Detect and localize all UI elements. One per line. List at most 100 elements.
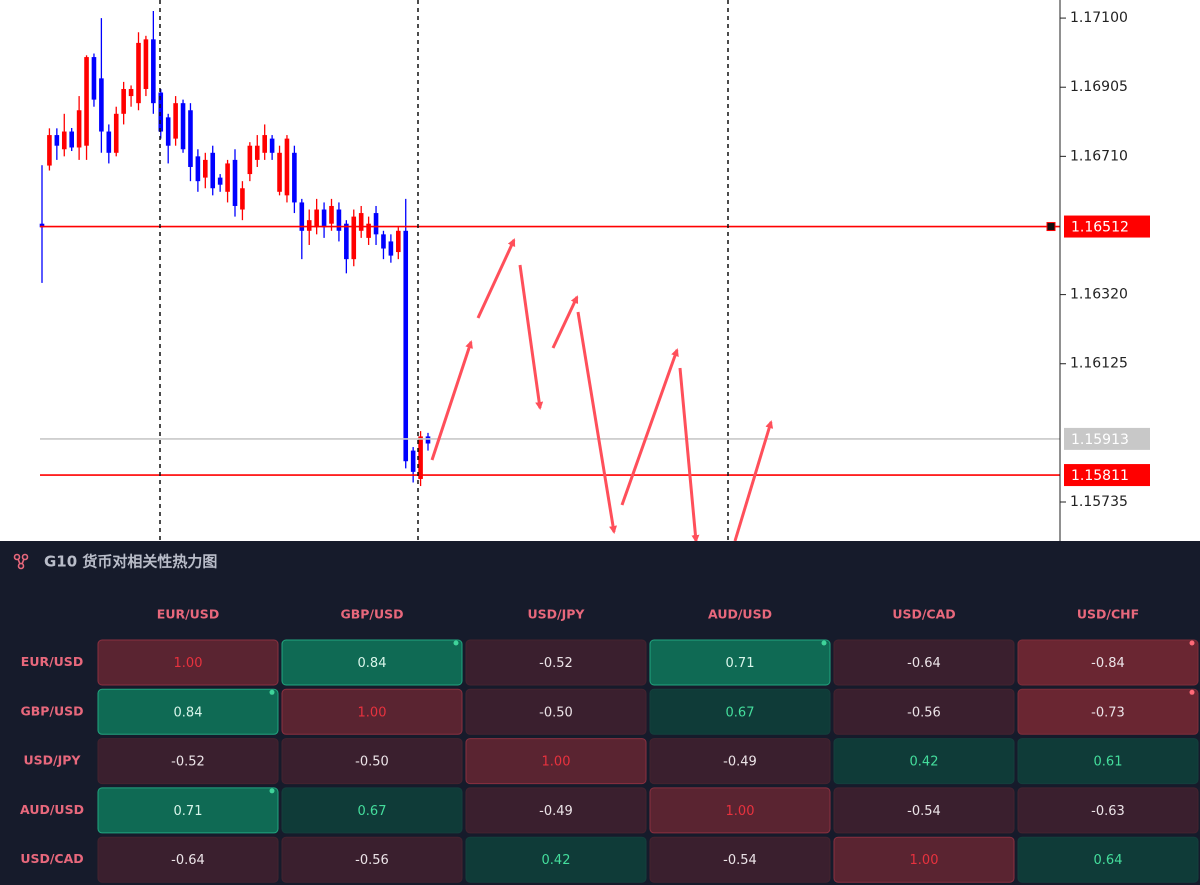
candle-body: [210, 152, 216, 189]
heatmap-cell: [281, 787, 463, 834]
heatmap-value: -0.52: [539, 656, 573, 671]
candle-body: [188, 110, 193, 167]
forecast-arrows: [430, 238, 774, 543]
heatmap-value: 1.00: [542, 755, 571, 770]
heatmap-value: -0.63: [1091, 804, 1125, 819]
heatmap-cell: [281, 836, 463, 883]
price-chart: [39, 10, 1060, 487]
candle-body: [151, 39, 156, 104]
candle-body: [262, 135, 267, 153]
candle-body: [106, 131, 112, 153]
heatmap-value: -0.56: [355, 853, 389, 868]
heatmap-value: 1.00: [910, 853, 939, 868]
candle-body: [358, 213, 364, 231]
candle-body: [173, 103, 178, 139]
heatmap-cell: [1017, 738, 1199, 785]
column-header: USD/JPY: [528, 607, 586, 622]
candle-body: [61, 131, 67, 150]
chart-background: [0, 0, 1200, 541]
price-marker: [1046, 222, 1056, 232]
candle-body: [344, 223, 349, 260]
strong-indicator: [453, 640, 459, 646]
heatmap-cell: [833, 688, 1015, 735]
arrow: [551, 295, 579, 349]
heatmap-value: 0.42: [910, 755, 939, 770]
heatmap-value: 0.84: [358, 656, 387, 671]
heatmap-cell: [833, 738, 1015, 785]
candle-body: [47, 135, 52, 166]
candle-body: [217, 177, 223, 185]
candle-body: [84, 57, 89, 146]
heatmap-value: 1.00: [726, 804, 755, 819]
column-header: AUD/USD: [708, 607, 772, 622]
candle-body: [225, 163, 230, 192]
heatmap-cell: [281, 738, 463, 785]
y-tick-label: 1.17100: [1070, 10, 1128, 26]
heatmap-cell: [649, 787, 831, 834]
heatmap-cell: [649, 836, 831, 883]
heatmap-value: -0.50: [355, 755, 389, 770]
column-header: USD/CHF: [1077, 607, 1139, 622]
row-header: AUD/USD: [20, 802, 84, 817]
arrow: [476, 238, 516, 319]
heatmap-cell: [465, 836, 647, 883]
heatmap-value: 0.71: [174, 804, 203, 819]
heatmap-value: 1.00: [358, 705, 387, 720]
heatmap-cell: [281, 639, 463, 686]
heatmap-value: -0.54: [723, 853, 757, 868]
heatmap-cell: [97, 787, 279, 834]
y-tick-label: 1.16905: [1070, 79, 1128, 95]
candle-body: [329, 205, 334, 224]
strong-indicator: [269, 689, 275, 695]
heatmap-cell: [1017, 836, 1199, 883]
candle-body: [165, 117, 171, 146]
heatmap-value: 0.42: [542, 853, 571, 868]
candle-body: [240, 188, 245, 210]
candle-body: [336, 209, 342, 231]
candle-body: [143, 39, 149, 89]
heatmap-value: -0.49: [723, 755, 757, 770]
heatmap-cell: [97, 688, 279, 735]
candle-body: [113, 113, 119, 153]
candle-body: [314, 209, 319, 228]
price-tag: [1064, 427, 1150, 450]
candle-body: [99, 78, 104, 132]
strong-indicator: [1189, 640, 1195, 646]
heatmap-cell: [465, 688, 647, 735]
candle-body: [158, 92, 164, 132]
heatmap-cell: [649, 688, 831, 735]
heatmap-value: 0.61: [1094, 755, 1123, 770]
candle-body: [418, 436, 423, 479]
period-separators: [159, 0, 729, 541]
heatmap-cell: [833, 787, 1015, 834]
strong-indicator: [269, 788, 275, 794]
candle-body: [410, 450, 416, 472]
arrow: [678, 367, 700, 543]
strong-indicator: [821, 640, 827, 646]
heatmap-value: -0.56: [907, 705, 941, 720]
heatmap: EUR/USD GBP/USD USD/JPY AUD/USD USD/CAD USD/C…: [20, 607, 1199, 883]
candle-body: [388, 241, 394, 256]
heatmap-value: 0.84: [174, 705, 203, 720]
heatmap-value: -0.50: [539, 705, 573, 720]
heatmap-cell: [1017, 787, 1199, 834]
candle-body: [232, 159, 238, 206]
heatmap-value: 1.00: [174, 656, 203, 671]
heatmap-value: 0.71: [726, 656, 755, 671]
candle-body: [247, 145, 253, 175]
candle-body: [425, 436, 431, 444]
candle-body: [39, 223, 45, 228]
column-header: USD/CAD: [892, 607, 955, 622]
arrow: [620, 348, 679, 506]
candle-body: [180, 103, 186, 150]
row-header: USD/CAD: [20, 851, 83, 866]
heatmap-cell: [465, 787, 647, 834]
candle-body: [381, 234, 386, 249]
row-header: GBP/USD: [20, 703, 83, 718]
heatmap-title: G10 货币对相关性热力图: [44, 553, 217, 571]
price-tag-label: 1.15913: [1071, 432, 1129, 448]
heatmap-value: 0.67: [358, 804, 387, 819]
candle-body: [366, 223, 371, 238]
arrow: [733, 420, 774, 542]
